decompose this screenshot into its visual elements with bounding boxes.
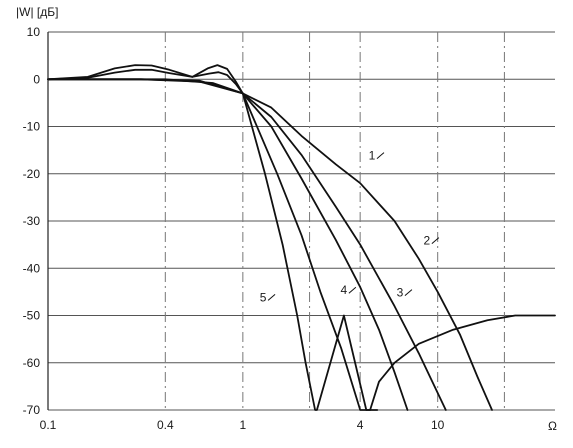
series-label-2: 2 xyxy=(424,234,431,248)
series-label-leader xyxy=(267,293,276,301)
y-tick-label: -60 xyxy=(23,356,41,370)
series-label-4: 4 xyxy=(341,283,348,297)
grid xyxy=(47,31,555,411)
series-label-leader xyxy=(404,289,413,296)
series-label-5: 5 xyxy=(260,290,267,304)
series-label-1: 1 xyxy=(369,149,376,163)
x-tick-label: 0.4 xyxy=(157,418,174,432)
series-line-2 xyxy=(47,68,447,411)
y-tick-label: -30 xyxy=(23,214,41,228)
series-label-3: 3 xyxy=(397,286,404,300)
x-tick-label: 4 xyxy=(357,418,364,432)
y-tick-label: 10 xyxy=(27,25,41,39)
series-line-3 xyxy=(47,64,409,411)
series-label-leader xyxy=(431,237,440,245)
series-group: 1 2 3 4 5 xyxy=(47,64,556,411)
y-tick-label: -40 xyxy=(23,261,41,275)
x-axis-title: Ω xyxy=(548,419,557,433)
y-axis-title: |W| [дБ] xyxy=(16,5,58,19)
y-tick-label: -20 xyxy=(23,167,41,181)
y-tick-label: -50 xyxy=(23,309,41,323)
y-tick-label: -70 xyxy=(23,403,41,417)
series-line-5 xyxy=(47,78,556,411)
x-tick-label: 10 xyxy=(431,418,445,432)
axes: 10 0 -10 -20 -30 -40 -50 -60 -700.1 0.4 1 4 10 xyxy=(23,25,445,432)
x-tick-label: 0.1 xyxy=(40,418,57,432)
y-tick-label: -10 xyxy=(23,120,41,134)
series-label-leader xyxy=(376,152,385,159)
series-line-4 xyxy=(47,78,379,411)
x-tick-label: 1 xyxy=(240,418,247,432)
series-label-leader xyxy=(348,286,357,294)
y-tick-label: 0 xyxy=(33,72,40,86)
